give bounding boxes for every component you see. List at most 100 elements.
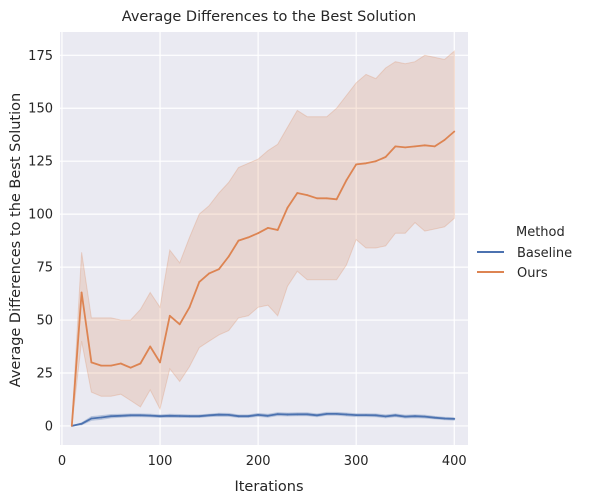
data-point-baseline	[208, 414, 211, 417]
data-point-ours	[129, 366, 132, 369]
y-tick-label: 25	[36, 366, 53, 381]
data-point-baseline	[384, 415, 387, 418]
y-tick-label: 50	[36, 314, 53, 329]
data-point-ours	[433, 145, 436, 148]
data-point-baseline	[139, 414, 142, 417]
data-point-baseline	[168, 414, 171, 417]
data-point-baseline	[365, 414, 367, 416]
data-point-ours	[443, 139, 446, 141]
data-point-baseline	[286, 413, 289, 416]
x-tick-label: 100	[148, 454, 173, 469]
data-point-ours	[139, 362, 142, 365]
data-point-baseline	[159, 415, 161, 418]
data-point-ours	[296, 192, 299, 194]
data-point-baseline	[443, 417, 446, 420]
confidence-band-ours	[71, 50, 455, 426]
data-point-baseline	[433, 416, 436, 419]
x-axis-label: Iterations	[234, 479, 303, 495]
data-point-baseline	[335, 413, 338, 415]
data-point-baseline	[129, 414, 132, 417]
data-point-ours	[100, 364, 103, 367]
data-point-ours	[404, 146, 407, 149]
data-point-ours	[355, 163, 358, 166]
data-point-ours	[208, 272, 211, 275]
data-point-ours	[453, 130, 456, 133]
data-point-ours	[335, 198, 338, 201]
data-point-baseline	[257, 414, 259, 416]
y-tick-label: 100	[28, 208, 53, 223]
data-point-baseline	[80, 422, 83, 425]
data-point-ours	[423, 144, 426, 147]
y-tick-label: 75	[36, 261, 53, 276]
data-point-baseline	[276, 413, 279, 415]
data-point-baseline	[149, 414, 152, 417]
y-tick-labels: 0 25 50 75 100 125 150 175	[28, 49, 53, 435]
data-point-baseline	[227, 414, 230, 416]
data-point-baseline	[423, 415, 426, 418]
data-point-ours	[227, 255, 230, 258]
gridlines	[60, 32, 468, 445]
data-point-ours	[188, 306, 191, 309]
data-point-baseline	[325, 413, 328, 415]
data-point-ours	[316, 197, 318, 200]
data-point-ours	[247, 236, 250, 239]
data-point-ours	[70, 425, 73, 427]
data-point-baseline	[100, 416, 103, 419]
data-point-baseline	[345, 413, 348, 416]
series-lines	[70, 130, 456, 427]
data-point-baseline	[237, 415, 240, 418]
data-point-baseline	[178, 415, 181, 417]
data-point-ours	[90, 361, 93, 364]
legend-label-ours: Ours	[517, 266, 548, 281]
x-tick-labels: 0 100 200 300 400	[58, 454, 467, 469]
data-point-ours	[345, 179, 348, 182]
chart-title: Average Differences to the Best Solution	[122, 9, 416, 25]
data-point-ours	[414, 145, 416, 148]
data-point-baseline	[90, 417, 93, 420]
legend: Method Baseline Ours	[477, 225, 572, 281]
data-point-ours	[306, 194, 309, 197]
data-point-baseline	[188, 415, 191, 418]
data-point-ours	[276, 229, 279, 231]
data-point-baseline	[374, 414, 377, 417]
data-point-ours	[110, 364, 112, 367]
data-point-ours	[178, 323, 181, 326]
data-point-baseline	[355, 414, 358, 416]
data-point-baseline	[198, 415, 201, 418]
data-point-baseline	[453, 418, 456, 420]
data-point-ours	[374, 160, 377, 163]
plot-area	[60, 32, 468, 445]
data-point-ours	[80, 291, 83, 294]
y-tick-label: 150	[28, 102, 53, 117]
x-tick-label: 400	[442, 454, 467, 469]
y-tick-label: 175	[28, 49, 53, 64]
x-tick-label: 200	[246, 454, 271, 469]
data-point-baseline	[306, 413, 309, 416]
data-point-baseline	[404, 415, 407, 418]
data-point-baseline	[394, 414, 397, 417]
data-point-baseline	[296, 413, 299, 416]
data-point-baseline	[267, 414, 269, 417]
y-tick-label: 0	[45, 419, 53, 434]
legend-label-baseline: Baseline	[517, 246, 572, 261]
data-point-ours	[267, 227, 269, 229]
data-point-ours	[325, 197, 328, 200]
legend-title: Method	[516, 225, 565, 240]
data-point-ours	[394, 145, 397, 148]
data-point-baseline	[119, 414, 122, 417]
series-line-baseline	[71, 412, 455, 427]
data-point-ours	[168, 314, 171, 317]
x-tick-label: 0	[58, 454, 66, 469]
data-point-ours	[286, 206, 289, 209]
data-point-baseline	[218, 413, 220, 416]
y-tick-label: 125	[28, 155, 53, 170]
data-point-ours	[149, 345, 152, 348]
data-point-baseline	[414, 415, 416, 418]
data-point-baseline	[110, 415, 112, 418]
data-point-baseline	[247, 415, 250, 418]
data-point-ours	[365, 162, 367, 165]
data-point-ours	[119, 362, 122, 365]
data-point-ours	[257, 232, 259, 235]
data-point-ours	[159, 361, 161, 364]
